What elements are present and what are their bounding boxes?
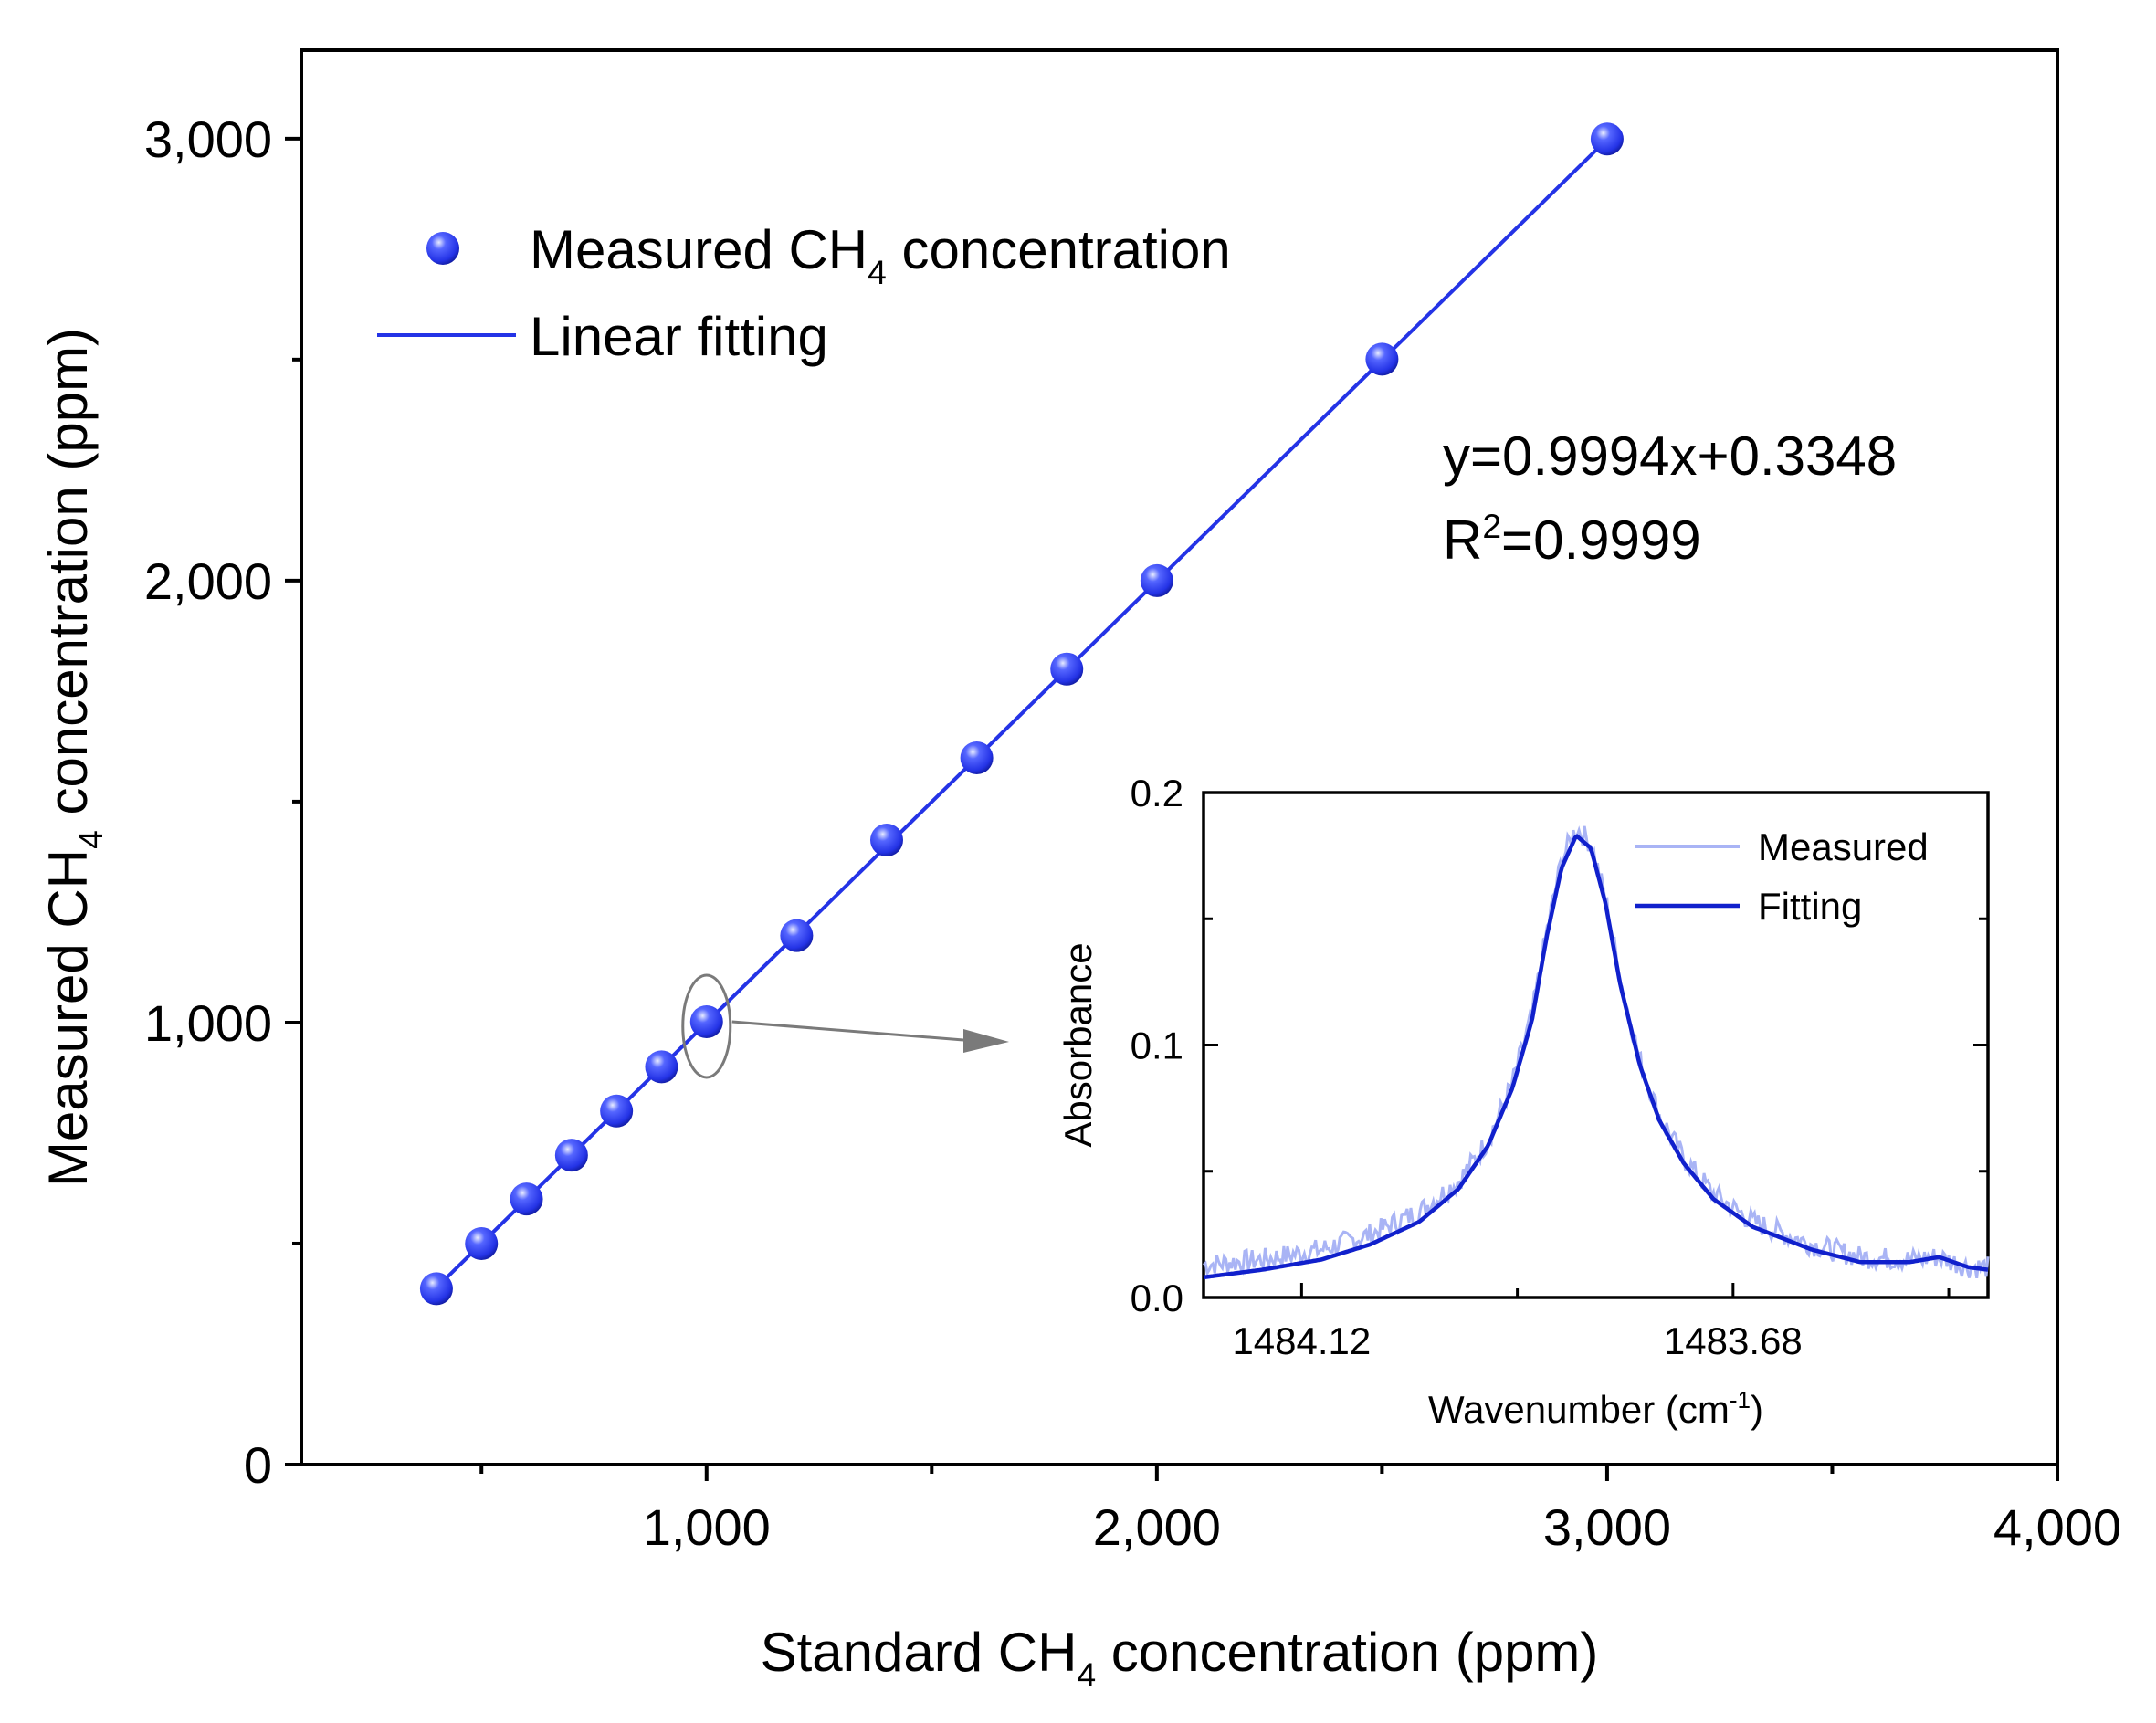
x-axis-title: Standard CH4 concentration (ppm) bbox=[761, 1622, 1599, 1694]
inset-legend-label-measured: Measured bbox=[1758, 825, 1929, 868]
fitting-curve bbox=[1203, 834, 1989, 1280]
data-point bbox=[1590, 122, 1624, 156]
plot-frame bbox=[300, 48, 2059, 1466]
inset-y-tick-label: 0.0 bbox=[1131, 1276, 1183, 1319]
callout-arrow-line bbox=[731, 1020, 964, 1042]
legend-label-measured: Measured CH4 concentration bbox=[530, 219, 1231, 291]
main-plot: 1,000 2,000 3,000 4,000 0 1,000 2,000 3,000 Stan… bbox=[37, 48, 2121, 1694]
x-tick-label: 1,000 bbox=[643, 1498, 771, 1556]
data-point bbox=[1140, 563, 1173, 597]
r-squared: R2=0.9999 bbox=[1443, 507, 1701, 571]
inset-frame bbox=[1202, 791, 1990, 1299]
fit-line bbox=[435, 138, 1609, 1289]
data-point bbox=[780, 919, 814, 952]
inset-y-tick-label: 0.1 bbox=[1131, 1024, 1183, 1067]
data-point bbox=[1050, 652, 1084, 686]
callout-arrow-head bbox=[963, 1028, 1009, 1053]
data-point bbox=[960, 741, 994, 774]
inset-y-tick-label: 0.2 bbox=[1131, 772, 1183, 814]
inset-x-tick-label: 1484.12 bbox=[1232, 1319, 1371, 1362]
data-point bbox=[419, 1272, 453, 1306]
inset-y-axis-title: Absorbance bbox=[1057, 942, 1099, 1147]
inset-x-axis-title: Wavenumber (cm-1) bbox=[1428, 1386, 1763, 1431]
y-tick-label: 1,000 bbox=[144, 994, 272, 1052]
data-point bbox=[645, 1050, 678, 1084]
data-point bbox=[465, 1226, 499, 1260]
inset-legend-label-fitting: Fitting bbox=[1758, 885, 1862, 928]
x-tick-label: 2,000 bbox=[1093, 1498, 1221, 1556]
y-tick-label: 3,000 bbox=[144, 110, 272, 168]
data-point bbox=[689, 1004, 723, 1038]
inset-plot: 1484.12 1483.68 0.0 0.1 0.2 Wavenumber (cm-1)… bbox=[1057, 772, 1990, 1431]
x-tick-label: 4,000 bbox=[1993, 1498, 2121, 1556]
y-tick-label: 0 bbox=[244, 1436, 272, 1494]
inset-x-tick-label: 1483.68 bbox=[1664, 1319, 1803, 1362]
legend-label-fit: Linear fitting bbox=[530, 306, 828, 367]
data-point bbox=[870, 824, 903, 857]
data-point bbox=[600, 1094, 634, 1128]
x-tick-label: 3,000 bbox=[1543, 1498, 1671, 1556]
fit-equation: y=0.9994x+0.3348 bbox=[1443, 425, 1897, 487]
y-axis-title: Measured CH4 concentration (ppm) bbox=[37, 328, 110, 1187]
data-point bbox=[1365, 342, 1399, 376]
data-point bbox=[554, 1139, 588, 1172]
legend-marker-measured bbox=[426, 232, 459, 265]
highlight-ellipse bbox=[681, 973, 732, 1079]
y-tick-label: 2,000 bbox=[144, 552, 272, 610]
data-point bbox=[510, 1182, 543, 1216]
